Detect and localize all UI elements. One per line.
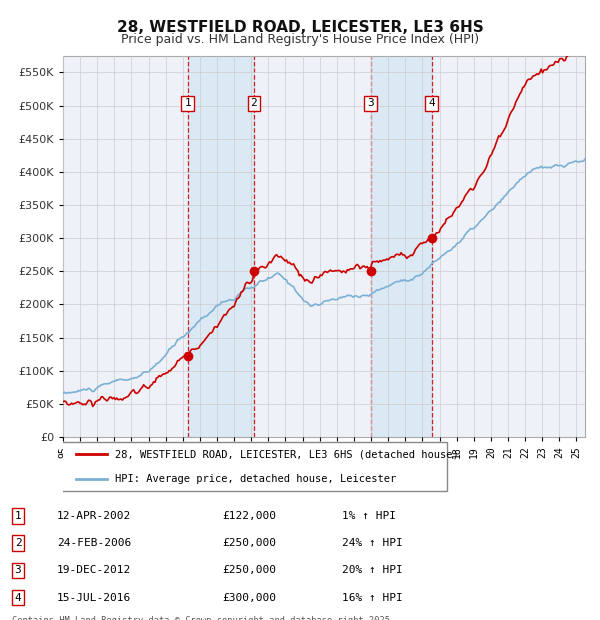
Text: 24-FEB-2006: 24-FEB-2006 <box>57 538 131 548</box>
Text: 3: 3 <box>14 565 22 575</box>
Text: 1% ↑ HPI: 1% ↑ HPI <box>342 511 396 521</box>
Text: 1: 1 <box>14 511 22 521</box>
Text: 24% ↑ HPI: 24% ↑ HPI <box>342 538 403 548</box>
Text: 28, WESTFIELD ROAD, LEICESTER, LE3 6HS (detached house): 28, WESTFIELD ROAD, LEICESTER, LE3 6HS (… <box>115 450 459 459</box>
Text: £300,000: £300,000 <box>222 593 276 603</box>
Text: 12-APR-2002: 12-APR-2002 <box>57 511 131 521</box>
Bar <box>188 56 254 437</box>
Text: Contains HM Land Registry data © Crown copyright and database right 2025.: Contains HM Land Registry data © Crown c… <box>12 616 395 620</box>
Text: 1: 1 <box>184 99 191 108</box>
FancyBboxPatch shape <box>61 442 446 491</box>
Text: 2: 2 <box>250 99 257 108</box>
Text: 15-JUL-2016: 15-JUL-2016 <box>57 593 131 603</box>
Text: 19-DEC-2012: 19-DEC-2012 <box>57 565 131 575</box>
Text: 28, WESTFIELD ROAD, LEICESTER, LE3 6HS: 28, WESTFIELD ROAD, LEICESTER, LE3 6HS <box>116 20 484 35</box>
Text: 2: 2 <box>14 538 22 548</box>
Text: 16% ↑ HPI: 16% ↑ HPI <box>342 593 403 603</box>
Text: £250,000: £250,000 <box>222 538 276 548</box>
Text: Price paid vs. HM Land Registry's House Price Index (HPI): Price paid vs. HM Land Registry's House … <box>121 33 479 46</box>
Text: HPI: Average price, detached house, Leicester: HPI: Average price, detached house, Leic… <box>115 474 397 484</box>
Text: £250,000: £250,000 <box>222 565 276 575</box>
Text: £122,000: £122,000 <box>222 511 276 521</box>
Text: 4: 4 <box>428 99 435 108</box>
Text: 20% ↑ HPI: 20% ↑ HPI <box>342 565 403 575</box>
Bar <box>371 56 431 437</box>
Text: 4: 4 <box>14 593 22 603</box>
Text: 3: 3 <box>367 99 374 108</box>
